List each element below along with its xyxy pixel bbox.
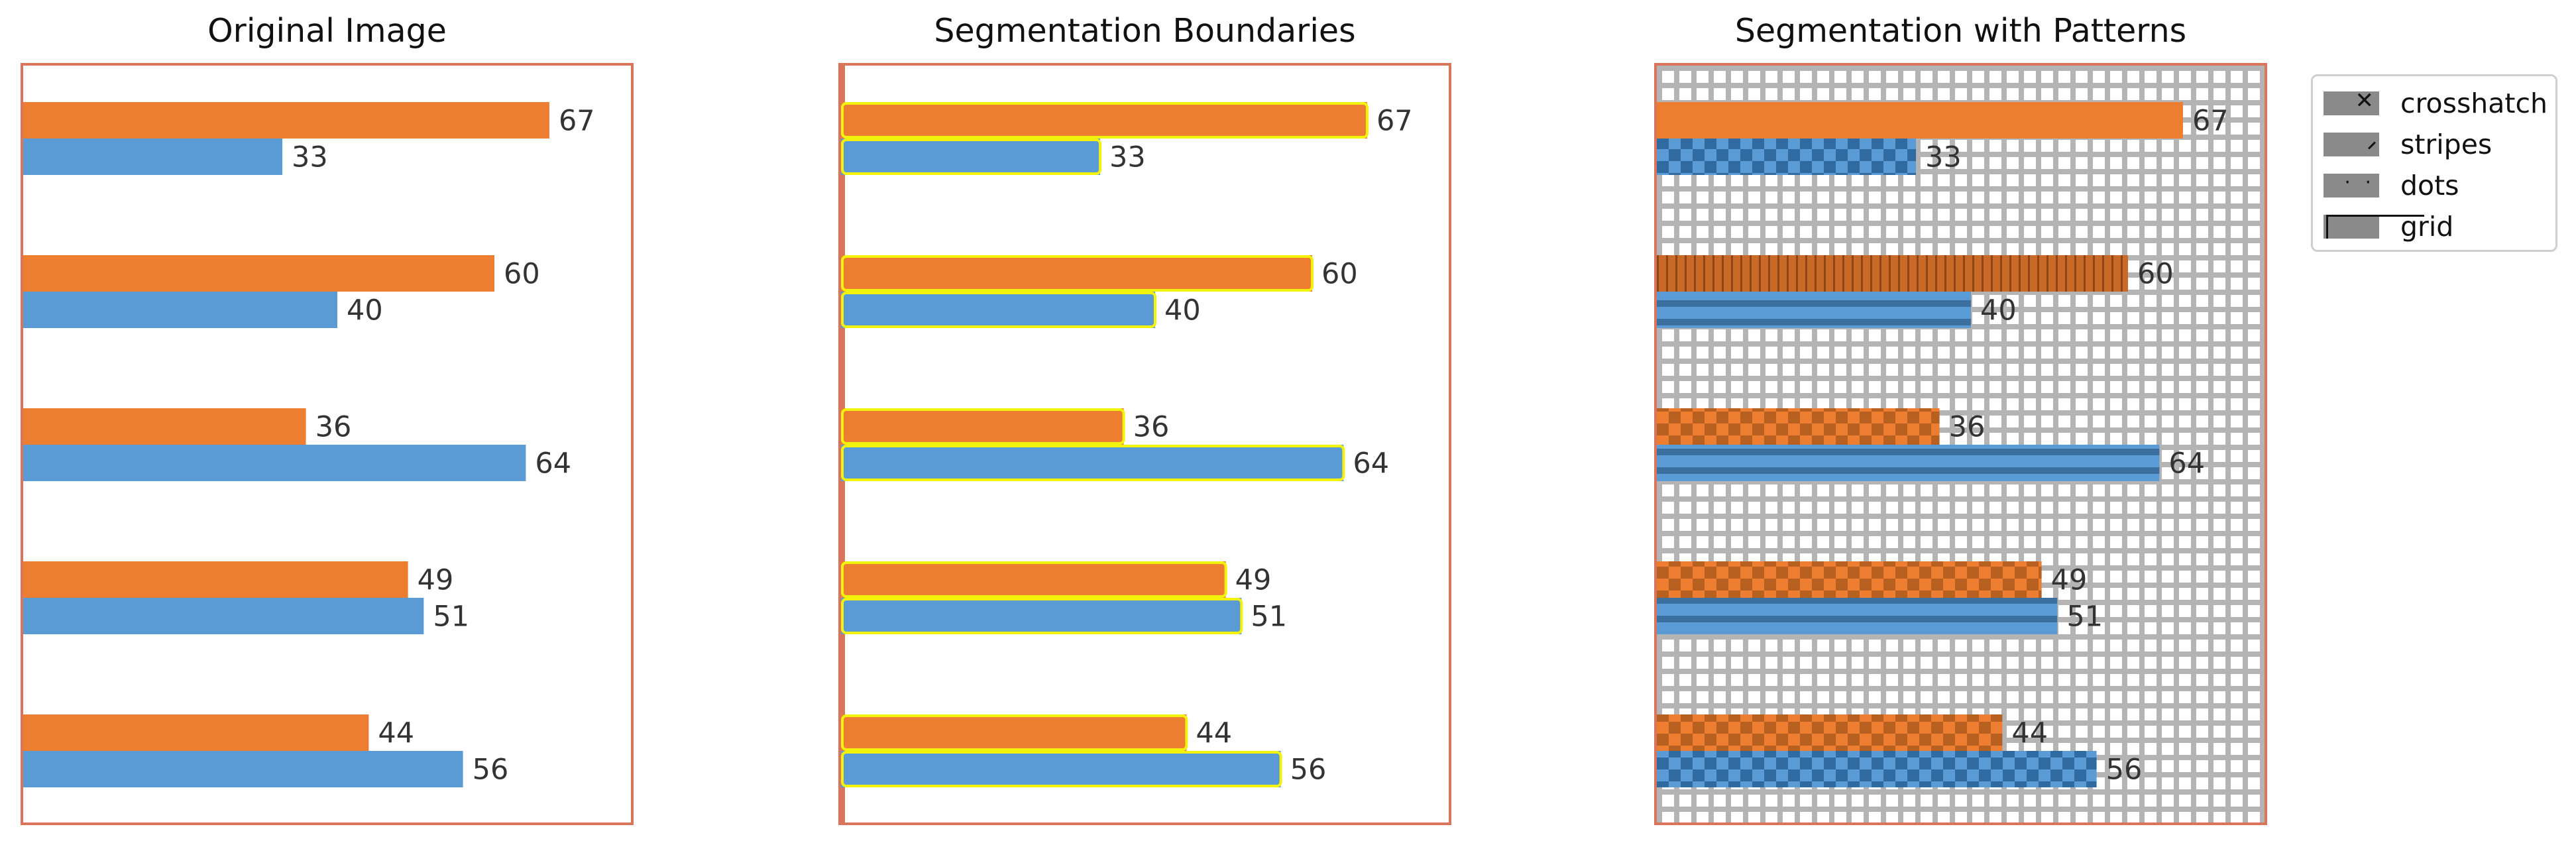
- pattern-data-label: 56: [2106, 754, 2143, 787]
- original-data-label: 49: [418, 564, 454, 597]
- pattern-bar: [1657, 751, 2097, 787]
- pattern-data-label: 36: [1949, 411, 1986, 444]
- pattern-data-label: 33: [1925, 141, 1962, 174]
- bar: [23, 598, 424, 634]
- segment-boundary: [841, 408, 1125, 445]
- pattern-bar: [1657, 102, 2183, 139]
- stripes-swatch-icon: [2324, 133, 2379, 156]
- crosshatch-swatch-icon: [2324, 87, 2379, 115]
- segment-boundary: [841, 102, 1369, 139]
- boundary-data-label: 64: [1353, 447, 1389, 480]
- pattern-bar: [1657, 292, 1971, 328]
- panel-patterns: Segmentation with Patterns: [1634, 0, 2288, 847]
- bar: [23, 751, 463, 787]
- pattern-bar: [1657, 139, 1917, 175]
- pattern-data-label: 49: [2051, 564, 2088, 597]
- boundary-data-label: 60: [1321, 258, 1358, 291]
- pattern-bar: [1657, 408, 1940, 445]
- legend-label: dots: [2400, 170, 2459, 201]
- boundary-data-label: 40: [1164, 294, 1201, 327]
- legend-label: stripes: [2400, 129, 2492, 160]
- original-data-label: 51: [433, 600, 469, 634]
- pattern-data-label: 64: [2168, 447, 2205, 480]
- boundary-data-label: 33: [1109, 141, 1146, 174]
- bar: [841, 445, 1344, 481]
- original-data-label: 67: [559, 105, 595, 138]
- bar: [23, 561, 408, 598]
- segment-boundary: [841, 714, 1188, 751]
- segment-boundary: [841, 139, 1102, 175]
- pattern-data-label: 51: [2066, 600, 2103, 634]
- bar: [23, 445, 526, 481]
- bar: [23, 255, 494, 292]
- segment-boundary: [841, 561, 1227, 598]
- grid-swatch-icon: [2324, 215, 2379, 239]
- bar: [23, 139, 283, 175]
- pattern-data-label: 67: [2192, 105, 2229, 138]
- bar: [841, 751, 1281, 787]
- boundary-data-label: 67: [1376, 105, 1413, 138]
- original-data-label: 64: [535, 447, 571, 480]
- boundary-data-label: 51: [1251, 600, 1287, 634]
- original-data-label: 44: [378, 717, 414, 750]
- panel-title-patterns: Segmentation with Patterns: [1734, 12, 2187, 50]
- pattern-data-label: 60: [2137, 258, 2174, 291]
- original-data-label: 36: [315, 411, 352, 444]
- pattern-bar: [1657, 561, 2042, 598]
- bar: [841, 561, 1226, 598]
- boundary-data-label: 44: [1196, 717, 1232, 750]
- pattern-bar: [1657, 598, 2058, 634]
- chart-frame-patterns: 67 33 60 40 36 64 49 51 44 56: [1654, 63, 2267, 825]
- dots-swatch-icon: [2324, 171, 2379, 198]
- legend: crosshatch stripes dots grid: [2311, 74, 2557, 252]
- bar: [841, 292, 1155, 328]
- segment-boundary: [841, 751, 1282, 787]
- segment-boundary: [841, 445, 1345, 481]
- pattern-bar: [1657, 714, 2003, 751]
- pattern-bar: [1657, 445, 2160, 481]
- pattern-data-label: 44: [2011, 717, 2048, 750]
- pattern-data-label: 40: [1980, 294, 2017, 327]
- boundary-data-label: 36: [1133, 411, 1170, 444]
- panel-title-boundaries: Segmentation Boundaries: [934, 12, 1356, 50]
- boundary-data-label: 49: [1235, 564, 1272, 597]
- panel-title-original: Original Image: [207, 12, 447, 50]
- bar: [841, 102, 1367, 139]
- original-data-label: 60: [504, 258, 540, 291]
- segment-boundary: [841, 292, 1156, 328]
- bar: [841, 714, 1187, 751]
- legend-item-dots: dots: [2324, 169, 2459, 202]
- legend-item-stripes: stripes: [2324, 128, 2492, 161]
- bar: [23, 714, 369, 751]
- original-data-label: 40: [347, 294, 383, 327]
- legend-item-grid: grid: [2324, 210, 2453, 243]
- legend-label: grid: [2400, 211, 2454, 243]
- panel-original: Original Image: [0, 0, 654, 847]
- legend-item-crosshatch: crosshatch: [2324, 87, 2548, 120]
- bar: [23, 102, 549, 139]
- bar: [841, 255, 1312, 292]
- bar: [841, 598, 1242, 634]
- chart-frame-original: 67 33 60 40 36 64 49 51 44 56: [21, 63, 634, 825]
- original-data-label: 56: [473, 754, 509, 787]
- original-data-label: 33: [292, 141, 328, 174]
- chart-frame-boundaries: 67 33 60 40 36 64 49 51 44 56: [838, 63, 1451, 825]
- panel-boundaries: Segmentation Boundaries: [818, 0, 1472, 847]
- bar: [23, 292, 337, 328]
- segment-boundary: [841, 598, 1243, 634]
- bar: [841, 408, 1124, 445]
- segment-boundary: [841, 255, 1314, 292]
- bar: [23, 408, 306, 445]
- pattern-bar: [1657, 255, 2128, 292]
- bar: [841, 139, 1101, 175]
- legend-label: crosshatch: [2400, 87, 2548, 119]
- boundary-data-label: 56: [1290, 754, 1327, 787]
